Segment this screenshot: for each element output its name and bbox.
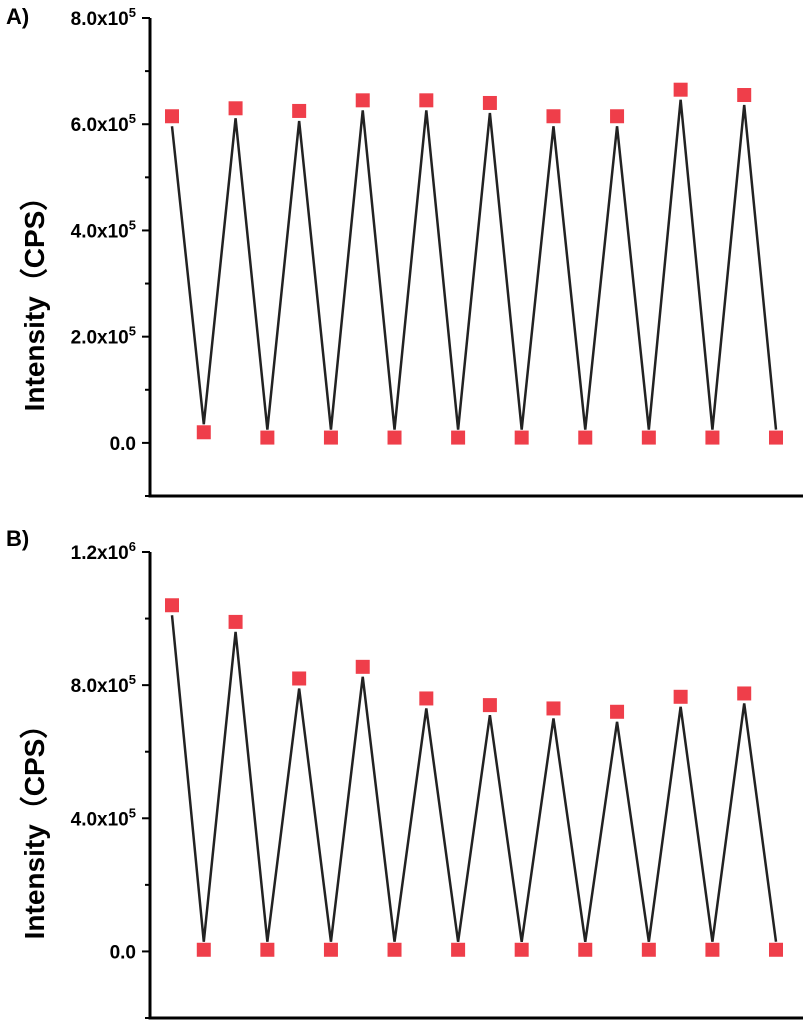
data-point-b bbox=[419, 691, 434, 706]
data-point-a bbox=[165, 109, 179, 124]
data-point-b bbox=[769, 942, 783, 957]
data-point-b bbox=[578, 942, 593, 957]
data-point-b bbox=[482, 698, 497, 713]
data-point-b bbox=[260, 942, 275, 957]
data-point-a bbox=[705, 430, 720, 445]
y-tick-label-a: 0.0 bbox=[110, 434, 136, 455]
data-point-b bbox=[323, 942, 338, 957]
data-point-a bbox=[546, 109, 561, 124]
y-axis-label-a: Intensity（CPS） bbox=[18, 183, 50, 412]
data-point-a bbox=[610, 109, 625, 124]
data-point-a bbox=[482, 95, 497, 110]
y-tick-label-a: 6.0x105 bbox=[71, 111, 136, 136]
data-point-a bbox=[228, 101, 243, 116]
y-tick-label-a: 4.0x105 bbox=[71, 217, 136, 242]
chart-panel-a: A) 0.0 2.0x105 4.0x105 6.0x105 8.0x105 Intensi… bbox=[6, 4, 803, 498]
data-point-b bbox=[514, 942, 529, 957]
data-point-a bbox=[292, 103, 307, 118]
y-tick-label-a: 2.0x105 bbox=[71, 324, 136, 349]
data-point-a bbox=[451, 430, 466, 445]
y-tick-label-b: 0.0 bbox=[110, 942, 136, 963]
data-point-a bbox=[196, 425, 211, 440]
y-tick-label-b: 1.2x106 bbox=[71, 539, 136, 564]
series-line-b bbox=[170, 615, 778, 942]
data-point-b bbox=[451, 942, 466, 957]
chart-panel-b: B) 0.0 4.0x105 8.0x105 1.2x106 Intensity（CPS） bbox=[0, 512, 803, 1024]
panel-label-a: A) bbox=[6, 4, 29, 29]
data-point-a bbox=[323, 430, 338, 445]
data-point-b bbox=[737, 686, 752, 701]
series-line-a bbox=[170, 99, 778, 430]
y-tick-label-b: 8.0x105 bbox=[71, 672, 136, 697]
data-point-a bbox=[355, 93, 370, 108]
data-point-b bbox=[292, 671, 307, 686]
data-point-b bbox=[673, 689, 688, 704]
data-point-a bbox=[419, 93, 434, 108]
data-point-a bbox=[737, 88, 752, 103]
data-point-a bbox=[514, 430, 529, 445]
chart-b-svg: B) 0.0 4.0x105 8.0x105 1.2x106 Intensity（CPS） bbox=[6, 526, 803, 1020]
data-point-b bbox=[610, 704, 625, 719]
data-point-b bbox=[641, 942, 656, 957]
data-point-b bbox=[165, 598, 179, 613]
chart-a-svg: A) 0.0 2.0x105 4.0x105 6.0x105 8.0x105 Intensi… bbox=[6, 4, 803, 498]
data-point-b bbox=[355, 659, 370, 674]
panel-label-b: B) bbox=[6, 526, 29, 551]
data-point-a bbox=[641, 430, 656, 445]
y-tick-label-a: 8.0x105 bbox=[71, 5, 136, 30]
data-point-a bbox=[673, 82, 688, 97]
data-point-a bbox=[769, 430, 783, 445]
data-point-a bbox=[260, 430, 275, 445]
data-point-a bbox=[578, 430, 593, 445]
data-point-b bbox=[196, 942, 211, 957]
data-point-b bbox=[228, 614, 243, 629]
data-point-a bbox=[387, 430, 402, 445]
data-point-b bbox=[387, 942, 402, 957]
data-point-b bbox=[705, 942, 720, 957]
data-point-b bbox=[546, 701, 561, 716]
y-axis-label-b: Intensity（CPS） bbox=[18, 711, 50, 940]
y-tick-label-b: 4.0x105 bbox=[71, 805, 136, 830]
